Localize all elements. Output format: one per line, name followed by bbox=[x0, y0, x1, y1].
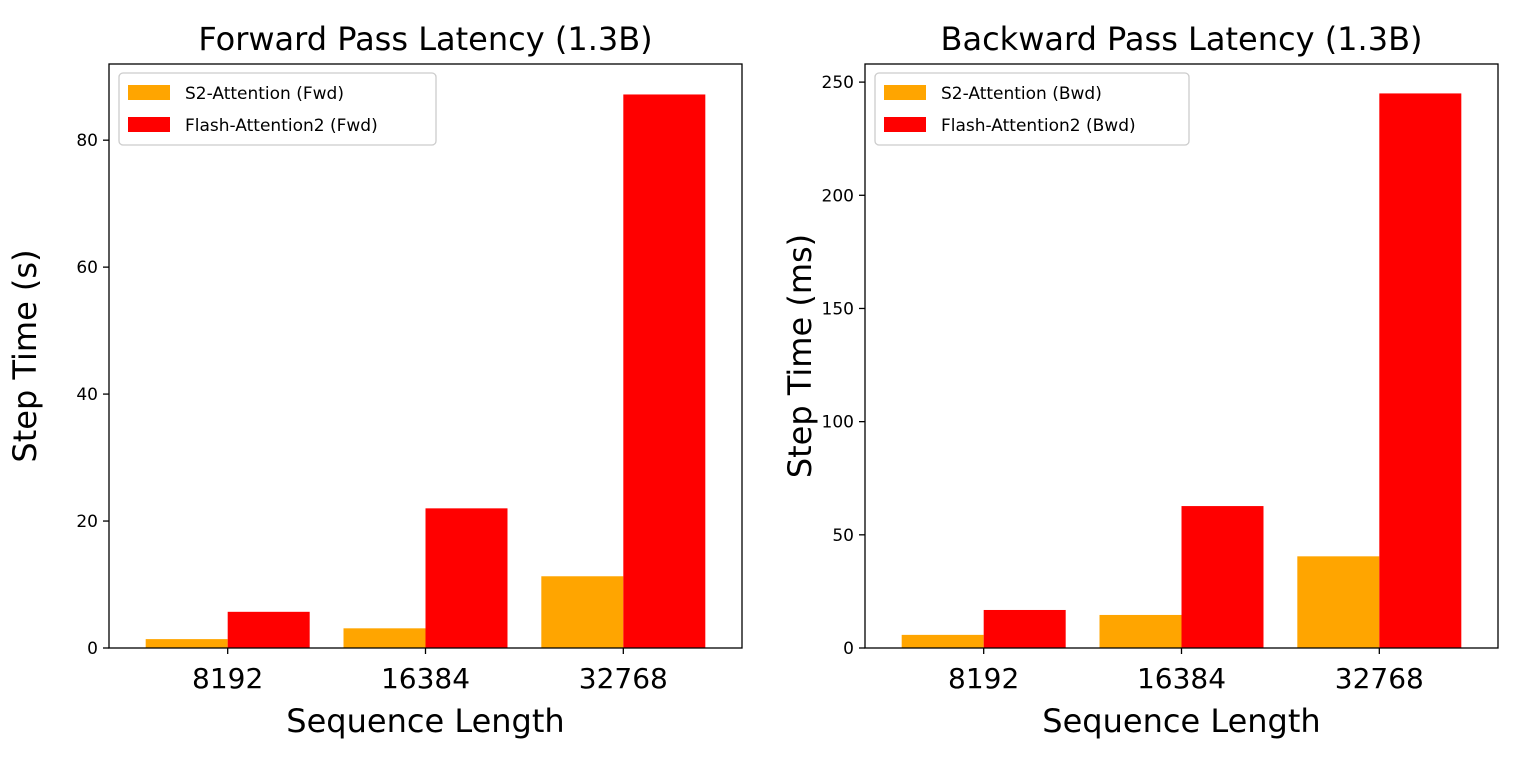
forward-bar-flash-16384 bbox=[425, 508, 508, 648]
backward-legend: S2-Attention (Bwd) Flash-Attention2 (Bwd) bbox=[874, 72, 1190, 146]
forward-x-axis-label: Sequence Length bbox=[286, 702, 564, 740]
forward-y-axis-label: Step Time (s) bbox=[6, 249, 44, 462]
backward-xtick-label: 16384 bbox=[1137, 662, 1226, 695]
forward-legend: S2-Attention (Fwd) Flash-Attention2 (Fwd) bbox=[118, 72, 437, 146]
forward-bar-s2-16384 bbox=[343, 628, 426, 648]
forward-ytick-label: 80 bbox=[76, 131, 98, 151]
forward-ytick-label: 20 bbox=[76, 512, 98, 532]
forward-legend-entry: Flash-Attention2 (Fwd) bbox=[185, 116, 378, 136]
backward-xtick-label: 32768 bbox=[1335, 662, 1424, 695]
forward-xtick-label: 16384 bbox=[381, 662, 470, 695]
backward-bar-s2-8192 bbox=[901, 634, 984, 648]
forward-ytick-label: 40 bbox=[76, 385, 98, 405]
forward-legend-swatch bbox=[128, 85, 170, 100]
backward-chart-title: Backward Pass Latency (1.3B) bbox=[941, 20, 1423, 58]
forward-chart-title: Forward Pass Latency (1.3B) bbox=[198, 20, 652, 58]
backward-ytick-label: 200 bbox=[822, 186, 854, 206]
forward-chart: 0 20 40 60 80 8192 16384 32768 Forward Pass Late… bbox=[6, 20, 743, 740]
backward-bar-s2-16384 bbox=[1099, 614, 1182, 648]
forward-ytick-label: 60 bbox=[76, 258, 98, 278]
backward-y-axis-label: Step Time (ms) bbox=[781, 234, 819, 478]
forward-bar-s2-32768 bbox=[541, 576, 624, 648]
backward-legend-swatch bbox=[884, 117, 926, 132]
backward-legend-swatch bbox=[884, 85, 926, 100]
backward-bar-flash-16384 bbox=[1181, 506, 1264, 648]
forward-bar-flash-8192 bbox=[227, 611, 310, 648]
forward-legend-swatch bbox=[128, 117, 170, 132]
forward-legend-box bbox=[118, 72, 437, 146]
backward-legend-box bbox=[874, 72, 1190, 146]
backward-ytick-label: 50 bbox=[832, 526, 854, 546]
forward-xtick-label: 8192 bbox=[192, 662, 263, 695]
forward-bar-flash-32768 bbox=[623, 94, 706, 649]
backward-bar-flash-32768 bbox=[1379, 93, 1462, 649]
backward-legend-entry: S2-Attention (Bwd) bbox=[941, 84, 1102, 104]
forward-ytick-label: 0 bbox=[87, 639, 98, 659]
backward-ytick-label: 100 bbox=[822, 413, 854, 433]
backward-chart: 0 50 100 150 200 250 8192 16384 32768 Backward Pa… bbox=[781, 20, 1499, 740]
backward-ytick-label: 150 bbox=[822, 299, 854, 319]
forward-legend-entry: S2-Attention (Fwd) bbox=[185, 84, 344, 104]
backward-x-axis-label: Sequence Length bbox=[1042, 702, 1320, 740]
backward-legend-entry: Flash-Attention2 (Bwd) bbox=[941, 116, 1136, 136]
forward-xtick-label: 32768 bbox=[579, 662, 668, 695]
forward-bar-s2-8192 bbox=[145, 639, 228, 648]
backward-bar-s2-32768 bbox=[1297, 556, 1380, 648]
backward-ytick-label: 250 bbox=[822, 73, 854, 93]
backward-xtick-label: 8192 bbox=[948, 662, 1019, 695]
backward-ytick-label: 0 bbox=[843, 639, 854, 659]
backward-bar-flash-8192 bbox=[983, 609, 1066, 648]
